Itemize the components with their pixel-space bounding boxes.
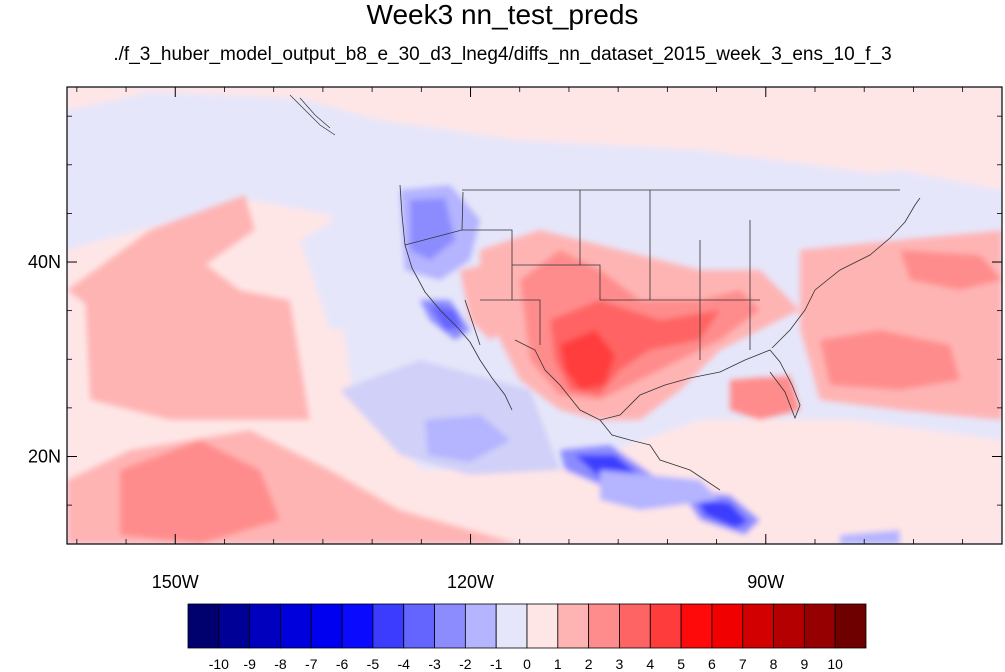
x-tick-label: 150W [152,572,199,592]
colorbar-label: -3 [428,656,441,672]
anomaly-region [120,440,280,544]
colorbar-label: 10 [827,656,843,672]
coastline [514,339,801,421]
anomaly-region [820,170,1002,235]
map-plot-area: 150W 120W 90W 40N 20N [28,86,1003,592]
colorbar-swatch [526,603,559,649]
colorbar-swatch [464,603,497,649]
colorbar-swatch [249,603,281,649]
anomaly-region [900,250,1002,290]
colorbar-swatch [619,603,651,649]
colorbar-label: -6 [336,656,349,672]
colorbar-label: -1 [490,656,503,672]
anomaly-region [560,330,615,390]
anomaly-field [67,87,1002,544]
colorbar-label: -4 [398,656,411,672]
anomaly-region [85,260,310,420]
colorbar-swatch [372,603,405,649]
colorbar-label: 3 [616,656,624,672]
colorbar-swatch [403,603,435,649]
colorbar-swatch [280,603,312,649]
colorbar-swatch [803,603,836,649]
coastline [399,184,471,343]
colorbar-label: 1 [554,656,562,672]
map-subtitle: ./f_3_huber_model_output_b8_e_30_d3_lneg… [113,44,892,65]
colorbar-swatch [680,603,713,649]
colorbar-label: 7 [739,656,747,672]
y-tick-label: 20N [28,446,61,466]
colorbar-swatch [434,603,466,649]
coastline [289,94,336,136]
colorbar-label: 5 [677,656,685,672]
map-title: Week3 nn_test_preds [366,0,639,30]
colorbar-swatch [310,603,343,649]
anomaly-region [820,330,960,390]
colorbar-swatch [341,603,374,649]
colorbar-label: 6 [708,656,716,672]
colorbar-swatch [834,603,867,649]
anomaly-region [340,360,560,475]
anomaly-region [410,198,455,260]
colorbar-swatch [773,603,805,649]
coastline [599,419,721,491]
map-frame [66,86,1003,545]
colorbar-label: -8 [274,656,287,672]
colorbar-label: 0 [523,656,531,672]
anomaly-region [67,195,255,330]
colorbar-swatch [588,603,620,649]
anomaly-region [730,375,800,420]
colorbar-label: -7 [305,656,318,672]
x-tick-label: 120W [447,572,494,592]
colorbar-label: 4 [646,656,654,672]
colorbar-swatch [218,603,251,649]
colorbar-swatch [649,603,682,649]
colorbar-swatch [187,603,220,649]
colorbar-swatch [711,603,744,649]
map-axis-ticks: 150W 120W 90W 40N 20N [28,87,1002,592]
colorbar-swatch [742,603,774,649]
colorbar-label: -10 [209,656,229,672]
coastline [771,197,921,349]
x-tick-label: 90W [747,572,784,592]
anomaly-region [840,530,900,544]
colorbar-label: -9 [243,656,256,672]
colorbar: -10 -9 -8 -7 -6 -5 -4 -3 -2 -1 0 1 2 3 4 5 6 7 8 9 10 [187,603,867,672]
anomaly-region [600,470,720,510]
colorbar-label: -2 [459,656,472,672]
colorbar-swatch [495,603,528,649]
colorbar-label: 9 [800,656,808,672]
colorbar-swatch [557,603,590,649]
anomaly-region [67,87,1002,190]
state-borders [404,189,900,360]
anomaly-region [695,497,748,528]
colorbar-label: 8 [770,656,778,672]
anomaly-region [300,200,400,330]
y-tick-label: 40N [28,252,61,272]
coastline [469,341,513,411]
anomaly-region [425,415,510,462]
colorbar-label: 2 [585,656,593,672]
colorbar-label: -5 [367,656,380,672]
